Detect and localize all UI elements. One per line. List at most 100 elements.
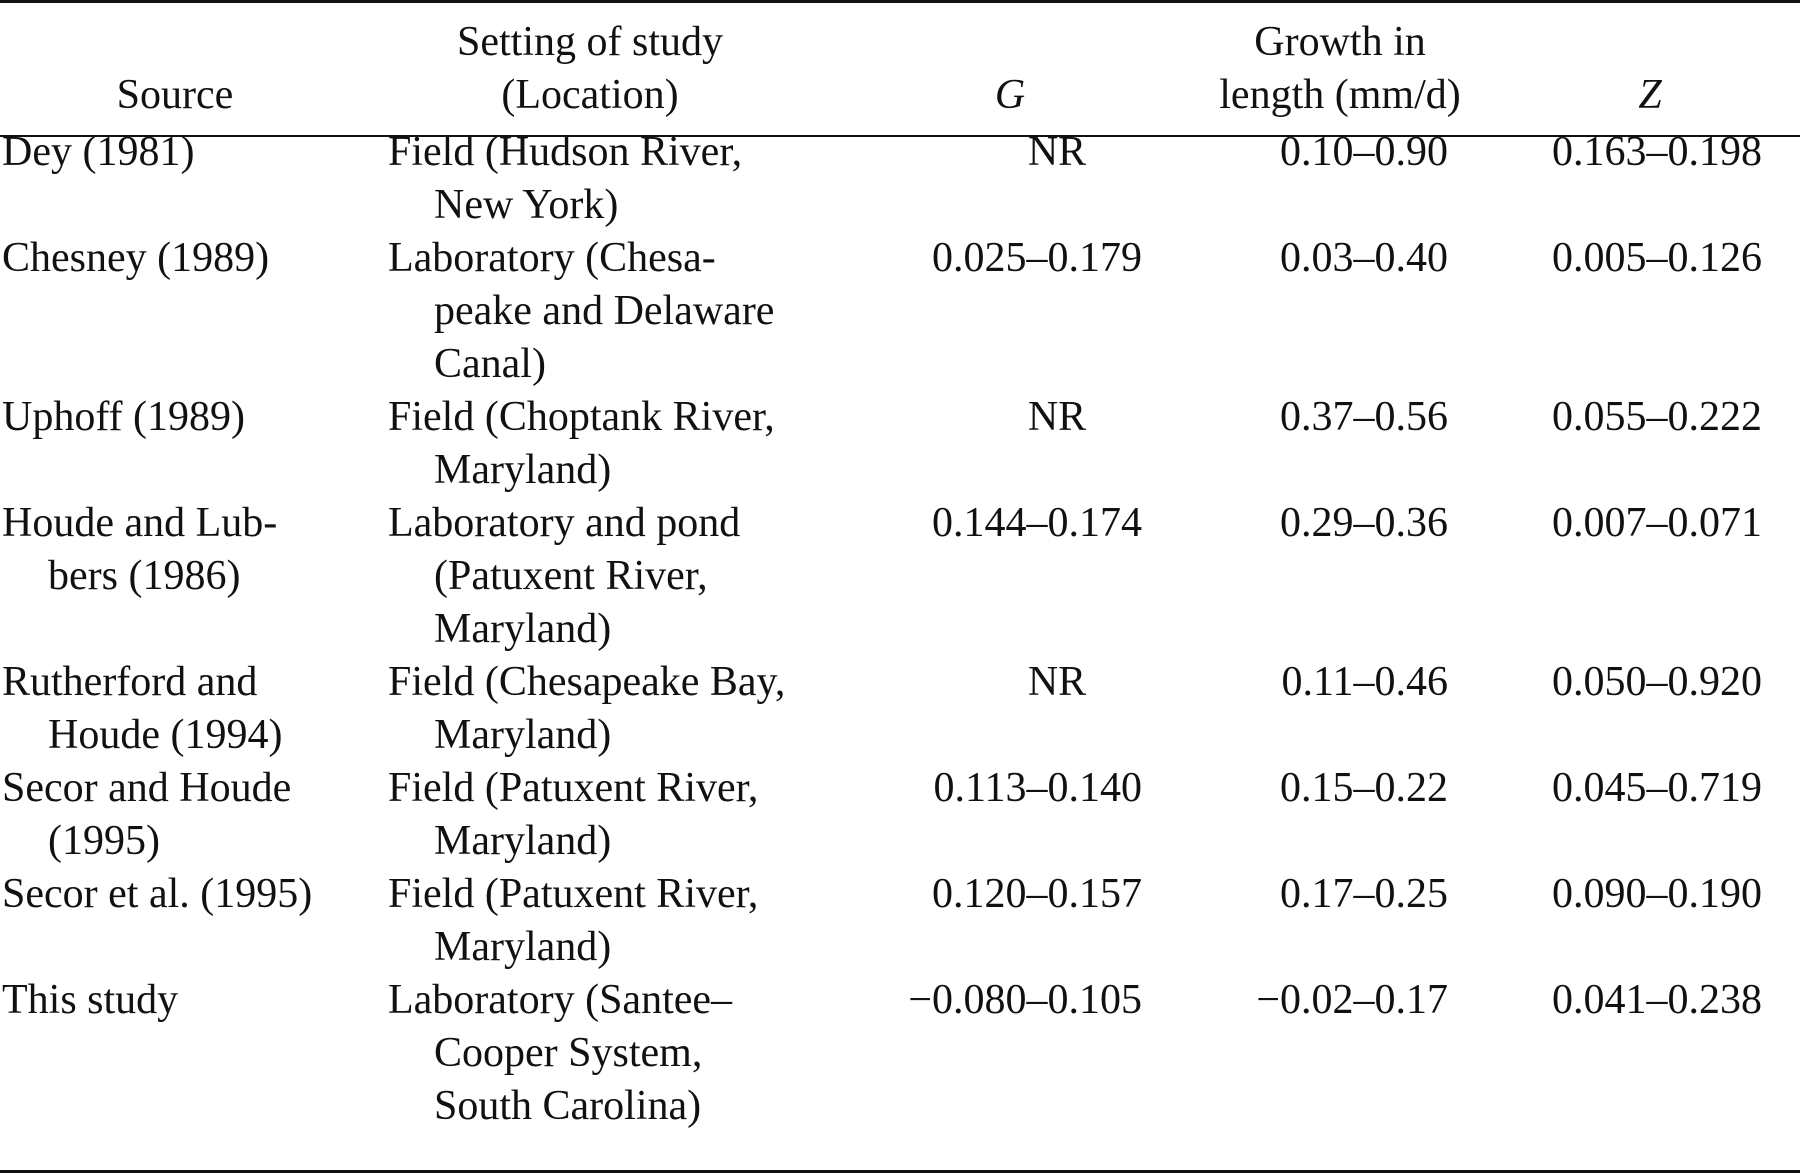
g-cell: NR <box>862 656 1142 709</box>
source-line: (1995) <box>48 818 160 864</box>
z-value: 0.055–0.222 <box>1552 394 1762 440</box>
header-growth: Growth in length (mm/d) <box>1190 16 1490 122</box>
source-cell: Chesney (1989) <box>2 232 362 285</box>
source-line: Chesney (1989) <box>2 235 270 281</box>
header-setting-line-2: (Location) <box>501 72 679 118</box>
z-value: 0.045–0.719 <box>1552 765 1762 811</box>
header-setting-line-1: Setting of study <box>456 19 723 65</box>
growth-value: 0.29–0.36 <box>1280 500 1448 546</box>
g-value: NR <box>1027 129 1087 175</box>
source-line: bers (1986) <box>48 553 241 599</box>
source-line: Secor and Houde <box>2 765 292 811</box>
setting-cell: Field (Choptank River, Maryland) <box>388 391 858 497</box>
g-cell: NR <box>862 126 1142 179</box>
setting-line: Field (Choptank River, <box>388 394 775 440</box>
z-cell: 0.045–0.719 <box>1472 762 1762 815</box>
growth-cell: 0.11–0.46 <box>1148 656 1448 709</box>
growth-value: 0.15–0.22 <box>1280 765 1448 811</box>
g-value: −0.080–0.105 <box>908 977 1142 1023</box>
z-value: 0.050–0.920 <box>1552 659 1762 705</box>
source-cell: Secor and Houde (1995) <box>2 762 362 868</box>
header-source: Source <box>100 16 250 122</box>
source-line: Houde (1994) <box>48 712 283 758</box>
source-cell: Uphoff (1989) <box>2 391 362 444</box>
source-cell: Dey (1981) <box>2 126 362 179</box>
header-setting: Setting of study (Location) <box>420 16 760 122</box>
setting-line: South Carolina) <box>434 1083 702 1129</box>
g-value: 0.025–0.179 <box>932 235 1142 281</box>
z-value: 0.041–0.238 <box>1552 977 1762 1023</box>
setting-line: Laboratory (Chesa- <box>388 235 716 281</box>
header-growth-line-1: Growth in <box>1254 19 1426 65</box>
growth-cell: 0.17–0.25 <box>1148 868 1448 921</box>
header-z-label: Z <box>1638 72 1662 118</box>
setting-line: Field (Patuxent River, <box>388 871 759 917</box>
setting-line: Maryland) <box>434 606 612 652</box>
g-cell: 0.144–0.174 <box>862 497 1142 550</box>
setting-line: Field (Patuxent River, <box>388 765 759 811</box>
setting-cell: Laboratory (Chesa-peake and Delaware Cana… <box>388 232 858 391</box>
g-value: NR <box>1027 394 1087 440</box>
setting-line: Canal) <box>434 341 546 387</box>
setting-line: Field (Hudson River, <box>388 129 743 175</box>
growth-cell: 0.37–0.56 <box>1148 391 1448 444</box>
source-cell: Rutherford and Houde (1994) <box>2 656 362 762</box>
setting-line: (Patuxent River, <box>434 553 708 599</box>
growth-cell: −0.02–0.17 <box>1148 974 1448 1027</box>
source-line: This study <box>2 977 179 1023</box>
source-line: Rutherford and <box>2 659 258 705</box>
g-cell: −0.080–0.105 <box>862 974 1142 1027</box>
z-cell: 0.090–0.190 <box>1472 868 1762 921</box>
setting-line: peake and Delaware <box>434 288 775 334</box>
setting-line: Maryland) <box>434 924 612 970</box>
setting-line: Laboratory (Santee– <box>388 977 733 1023</box>
g-cell: 0.025–0.179 <box>862 232 1142 285</box>
growth-value: 0.17–0.25 <box>1280 871 1448 917</box>
z-cell: 0.055–0.222 <box>1472 391 1762 444</box>
source-line: Houde and Lub- <box>2 500 278 546</box>
header-source-line: Source <box>116 72 234 118</box>
setting-cell: Field (Patuxent River, Maryland) <box>388 762 858 868</box>
source-cell: This study <box>2 974 362 1027</box>
source-cell: Secor et al. (1995) <box>2 868 362 921</box>
z-value: 0.090–0.190 <box>1552 871 1762 917</box>
header-g: G <box>960 16 1060 122</box>
setting-line: Maryland) <box>434 712 612 758</box>
g-cell: NR <box>862 391 1142 444</box>
z-value: 0.007–0.071 <box>1552 500 1762 546</box>
setting-cell: Field (Hudson River, New York) <box>388 126 858 232</box>
g-value: NR <box>1027 659 1087 705</box>
g-cell: 0.113–0.140 <box>862 762 1142 815</box>
source-line: Secor et al. (1995) <box>2 871 313 917</box>
g-value: 0.113–0.140 <box>933 765 1142 811</box>
header-z: Z <box>1600 16 1700 122</box>
top-rule <box>0 0 1800 3</box>
z-value: 0.005–0.126 <box>1552 235 1762 281</box>
growth-value: 0.11–0.46 <box>1281 659 1448 705</box>
growth-cell: 0.03–0.40 <box>1148 232 1448 285</box>
setting-line: Cooper System, <box>434 1030 703 1076</box>
growth-value: 0.03–0.40 <box>1280 235 1448 281</box>
z-cell: 0.005–0.126 <box>1472 232 1762 285</box>
z-cell: 0.007–0.071 <box>1472 497 1762 550</box>
growth-value: 0.10–0.90 <box>1280 129 1448 175</box>
source-cell: Houde and Lub-bers (1986) <box>2 497 362 603</box>
g-cell: 0.120–0.157 <box>862 868 1142 921</box>
setting-line: Field (Chesapeake Bay, <box>388 659 786 705</box>
setting-cell: Field (Patuxent River, Maryland) <box>388 868 858 974</box>
source-line: Uphoff (1989) <box>2 394 246 440</box>
growth-value: 0.37–0.56 <box>1280 394 1448 440</box>
setting-line: Maryland) <box>434 818 612 864</box>
setting-line: New York) <box>434 182 619 228</box>
setting-line: Maryland) <box>434 447 612 493</box>
header-g-label: G <box>994 72 1026 118</box>
source-line: Dey (1981) <box>2 129 195 175</box>
setting-cell: Laboratory (Santee– Cooper System, South C… <box>388 974 858 1133</box>
growth-cell: 0.15–0.22 <box>1148 762 1448 815</box>
growth-value: −0.02–0.17 <box>1256 977 1448 1023</box>
setting-line: Laboratory and pond <box>388 500 741 546</box>
g-value: 0.144–0.174 <box>932 500 1142 546</box>
setting-cell: Laboratory and pond (Patuxent River, Maryl… <box>388 497 858 656</box>
setting-cell: Field (Chesapeake Bay, Maryland) <box>388 656 858 762</box>
